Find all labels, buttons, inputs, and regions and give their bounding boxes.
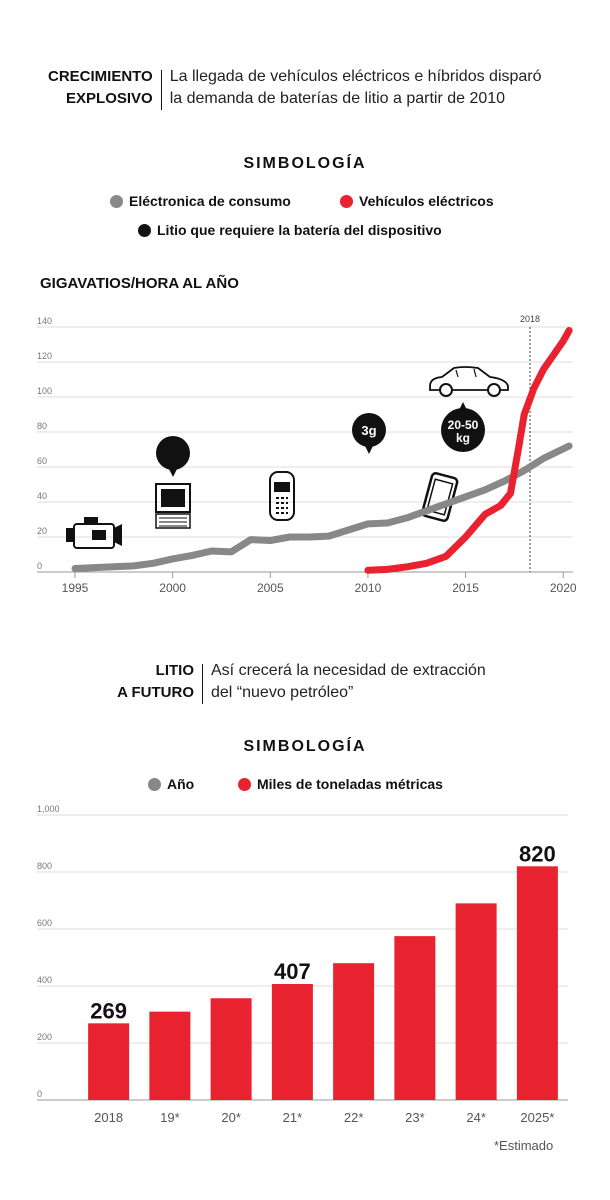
legend-1-label-lithium: Litio que requiere la batería del dispos… — [157, 222, 442, 238]
y-tick-label: 120 — [37, 351, 52, 361]
car-icon — [429, 366, 509, 397]
y-tick-label: 0 — [37, 1089, 42, 1099]
x-tick-label: 1995 — [62, 581, 89, 595]
black-dot-icon — [138, 223, 151, 237]
bar — [516, 866, 558, 1100]
header-2-title-line-1: LITIO — [155, 662, 194, 679]
legend-1-item-ev: Vehículos eléctricos — [340, 193, 494, 209]
bar — [210, 998, 252, 1100]
bar — [455, 903, 497, 1100]
series-line-consumer-electronics — [71, 442, 573, 572]
cell-phone-icon — [269, 471, 295, 521]
header-2-divider — [202, 664, 203, 704]
header-2-subtitle-line-1: Así crecerá la necesidad de extracción — [211, 662, 486, 679]
legend-1-item-lithium: Litio que requiere la batería del dispos… — [138, 222, 442, 238]
header-2-title: LITIO A FUTURO — [117, 660, 194, 704]
header-1-divider — [160, 70, 162, 110]
computer-icon — [155, 483, 191, 529]
legend-2-item-year: Año — [148, 776, 194, 792]
header-1: CRECIMIENTO EXPLOSIVO La llegada de vehí… — [48, 66, 542, 110]
y-tick-label: 1,000 — [37, 804, 60, 814]
bar-data-label: 269 — [90, 998, 127, 1023]
series-line-electric-vehicles — [364, 327, 573, 574]
red-dot-icon — [238, 777, 251, 791]
bar-data-label: 820 — [519, 841, 556, 866]
y-tick-label: 400 — [37, 975, 52, 985]
legend-1-item-consumer: Eléctronica de consumo — [110, 193, 291, 209]
header-1-title-line-1: CRECIMIENTO — [48, 68, 153, 85]
legend-1-title: SIMBOLOGÍA — [243, 155, 367, 172]
bar — [394, 936, 436, 1100]
y-tick-label: 80 — [37, 421, 47, 431]
gray-dot-icon — [110, 194, 123, 208]
x-tick-label: 21* — [283, 1110, 303, 1125]
header-2: LITIO A FUTURO Así crecerá la necesidad … — [117, 660, 486, 704]
header-1-subtitle-line-2: la demanda de baterías de litio a partir… — [169, 90, 506, 107]
x-tick-label: 2015 — [452, 581, 479, 595]
annotation-3g: 3g — [361, 423, 376, 438]
y-tick-label: 140 — [37, 316, 52, 326]
bar-chart: 0 200 400 600 800 1,000 2018 269 19* 20* 21* 407 22… — [37, 804, 568, 1125]
bar-data-label: 407 — [274, 959, 311, 984]
speech-bubble-3g-icon: 3g — [352, 413, 386, 454]
header-2-subtitle-line-2: del “nuevo petróleo” — [211, 684, 354, 701]
red-dot-icon — [340, 194, 353, 208]
header-2-title-line-2: A FUTURO — [117, 684, 194, 701]
y-tick-label: 60 — [37, 456, 47, 466]
bar — [333, 963, 375, 1100]
x-tick-label: 2000 — [159, 581, 186, 595]
header-1-subtitle-line-1: La llegada de vehículos eléctricos e híb… — [169, 68, 542, 85]
legend-2-item-tons: Miles de toneladas métricas — [238, 776, 443, 792]
line-chart-unit-label: GIGAVATIOS/HORA AL AÑO — [40, 275, 239, 292]
y-tick-label: 800 — [37, 861, 52, 871]
footnote: *Estimado — [494, 1138, 554, 1153]
annotation-2018-label: 2018 — [520, 314, 540, 324]
legend-2-label-year: Año — [167, 776, 195, 792]
y-tick-label: 0 — [37, 561, 42, 571]
y-tick-label: 200 — [37, 1032, 52, 1042]
x-tick-label: 24* — [466, 1110, 486, 1125]
bar — [271, 984, 313, 1100]
bar — [149, 1011, 191, 1100]
x-tick-label: 20* — [221, 1110, 241, 1125]
annotation-kg: kg — [456, 431, 470, 445]
line-chart: 0 20 40 60 80 100 120 140 1995 2000 2005 2010 2015 20… — [37, 314, 577, 595]
x-tick-label: 2018 — [94, 1110, 123, 1125]
legend-1-label-consumer: Eléctronica de consumo — [129, 193, 291, 209]
header-1-title: CRECIMIENTO EXPLOSIVO — [48, 66, 153, 110]
header-2-subtitle: Así crecerá la necesidad de extracción d… — [211, 660, 486, 704]
x-tick-label: 2005 — [257, 581, 284, 595]
y-tick-label: 40 — [37, 491, 47, 501]
header-1-title-line-2: EXPLOSIVO — [66, 90, 153, 107]
header-1-subtitle: La llegada de vehículos eléctricos e híb… — [170, 66, 542, 110]
gray-dot-icon — [148, 777, 161, 791]
x-tick-label: 2010 — [355, 581, 382, 595]
x-tick-label: 2025* — [520, 1110, 554, 1125]
y-tick-label: 600 — [37, 918, 52, 928]
bar — [88, 1023, 130, 1100]
legend-1-label-ev: Vehículos eléctricos — [359, 193, 494, 209]
camcorder-icon — [66, 517, 122, 549]
y-tick-label: 100 — [37, 386, 52, 396]
y-tick-label: 20 — [37, 526, 47, 536]
legend-2-title: SIMBOLOGÍA — [243, 738, 367, 755]
x-tick-label: 2020 — [550, 581, 577, 595]
x-tick-label: 19* — [160, 1110, 180, 1125]
speech-bubble-30g-icon — [156, 436, 190, 477]
x-tick-label: 22* — [344, 1110, 364, 1125]
annotation-20-50: 20-50 — [448, 418, 479, 432]
x-tick-label: 23* — [405, 1110, 425, 1125]
speech-bubble-20-50kg-icon: 20-50 kg — [441, 402, 485, 452]
legend-2-label-tons: Miles de toneladas métricas — [257, 776, 443, 792]
